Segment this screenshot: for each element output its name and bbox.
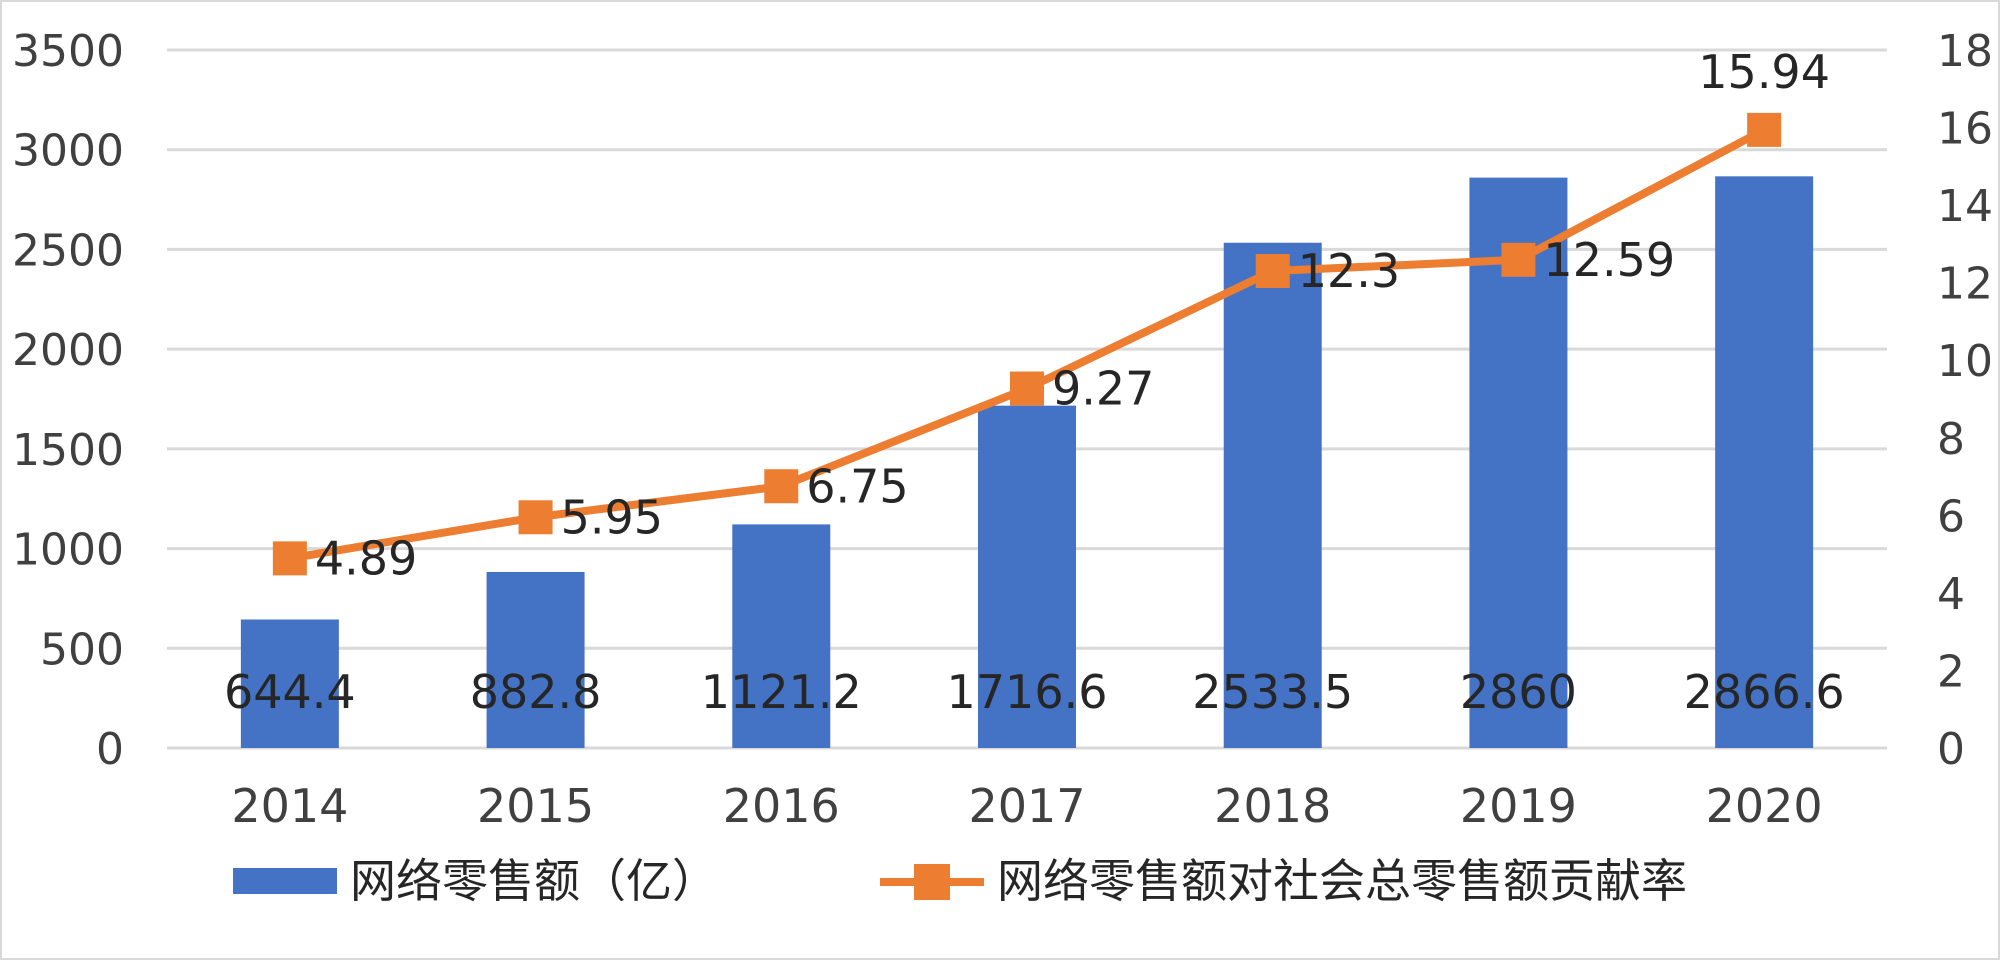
left-axis-tick: 3500 [12,26,124,77]
right-axis-tick: 6 [1937,491,1965,542]
legend-bar-swatch [233,868,337,894]
line-data-labels: 4.89 5.95 6.75 9.27 12.3 12.59 15.94 [315,45,1830,585]
legend-bar-label: 网络零售额（亿） [350,854,718,908]
bar-data-label: 2533.5 [1192,665,1353,719]
bar [732,524,831,748]
right-axis-tick: 10 [1937,336,1993,387]
bar [1715,176,1814,748]
line-data-label: 12.3 [1298,244,1400,298]
right-axis-tick: 18 [1937,26,1993,77]
line-marker [1501,242,1536,277]
right-y-axis: 0 2 4 6 8 10 12 14 16 18 [1937,26,1993,775]
right-axis-tick: 8 [1937,414,1965,465]
left-axis-tick: 3000 [12,126,124,177]
bar-data-label: 2866.6 [1684,665,1845,719]
x-axis-tick: 2017 [968,779,1085,833]
x-axis-tick: 2019 [1460,779,1577,833]
line-data-label: 5.95 [561,490,663,544]
bar-data-label: 1121.2 [701,665,862,719]
left-axis-tick: 2500 [12,225,124,276]
bar-data-label: 882.8 [470,665,602,719]
line-data-label: 4.89 [315,531,417,585]
right-axis-tick: 12 [1937,259,1993,310]
x-axis: 2014 2015 2016 2017 2018 2019 2020 [231,779,1822,833]
x-axis-tick: 2018 [1214,779,1331,833]
bar-data-label: 644.4 [224,665,356,719]
line-marker [1010,371,1044,406]
left-y-axis: 0 500 1000 1500 2000 2500 3000 3500 [12,26,124,775]
right-axis-tick: 0 [1937,724,1965,775]
x-axis-tick: 2020 [1706,779,1823,833]
left-axis-tick: 500 [40,624,124,675]
line-marker [518,500,553,535]
legend-line-marker [914,864,950,900]
bar-data-label: 2860 [1460,665,1577,719]
x-axis-tick: 2014 [231,779,348,833]
line-marker [764,469,799,504]
x-axis-tick: 2016 [723,779,840,833]
bar [486,571,585,748]
right-axis-tick: 2 [1937,646,1965,697]
bar-data-labels: 644.4 882.8 1121.2 1716.6 2533.5 2860 2866.6 [224,665,1845,719]
legend: 网络零售额（亿） 网络零售额对社会总零售额贡献率 [233,854,1687,908]
bar [978,405,1076,748]
line-data-label: 6.75 [806,459,908,513]
left-axis-tick: 1500 [12,425,124,476]
x-axis-tick: 2015 [477,779,594,833]
line-data-label: 9.27 [1052,362,1154,416]
bar [240,619,339,748]
bar-series [240,176,1814,749]
line-marker [1747,112,1782,147]
bar-data-label: 1716.6 [947,665,1108,719]
line-marker [1255,254,1290,289]
bar [1223,242,1322,748]
left-axis-tick: 0 [96,724,124,775]
right-axis-tick: 4 [1937,569,1965,620]
right-axis-tick: 14 [1937,181,1993,232]
right-axis-tick: 16 [1937,104,1993,155]
line-data-label: 15.94 [1698,45,1830,99]
left-axis-tick: 1000 [12,525,124,576]
left-axis-tick: 2000 [12,325,124,376]
line-marker [272,541,307,576]
line-data-label: 12.59 [1543,233,1675,287]
line-series [272,112,1782,576]
legend-line-label: 网络零售额对社会总零售额贡献率 [997,854,1687,908]
